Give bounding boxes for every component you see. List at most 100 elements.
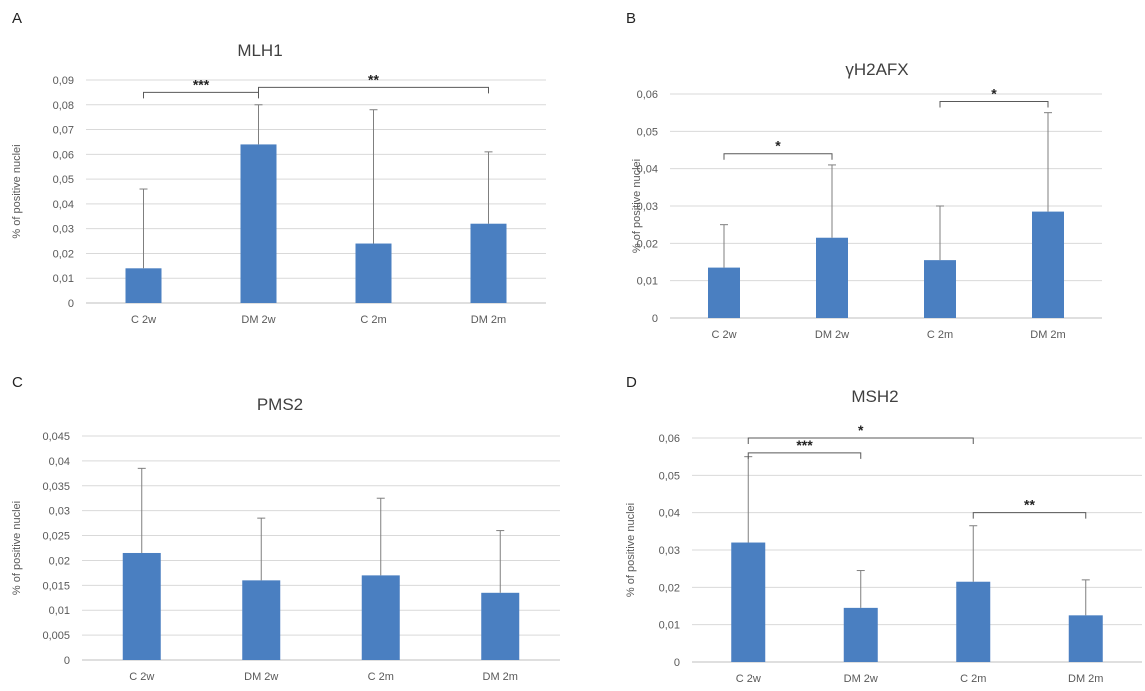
- panel-label-a: A: [12, 10, 23, 27]
- significance-bracket: [939, 100, 1049, 108]
- y-tick-label: 0,025: [42, 531, 70, 543]
- panel-d: D MSH2 % of positive nuclei 0 0,01 0,02 0,03 0…: [572, 360, 1145, 686]
- bar-dm-2w: [240, 144, 277, 303]
- y-tick-label: 0,06: [659, 433, 680, 445]
- y-tick-label: 0,04: [637, 164, 658, 176]
- y-tick-label: 0,04: [659, 508, 680, 520]
- x-tick-label: C 2m: [360, 314, 386, 326]
- y-tick-label: 0,04: [49, 456, 70, 468]
- y-tick-label: 0,01: [53, 273, 74, 285]
- y-axis-label: % of positive nuclei: [631, 159, 643, 253]
- significance-label: **: [1024, 497, 1035, 513]
- y-tick-label: 0,03: [53, 224, 74, 236]
- x-tick-label: C 2m: [368, 671, 394, 683]
- x-tick-label: C 2w: [736, 673, 761, 685]
- x-tick-label: C 2w: [711, 329, 736, 341]
- bar-dm-2m: [1068, 615, 1103, 662]
- chart-title: PMS2: [257, 395, 303, 414]
- y-tick-label: 0: [64, 655, 70, 667]
- y-tick-label: 0,02: [659, 582, 680, 594]
- y-tick-label: 0,015: [42, 580, 70, 592]
- y-tick-label: 0,06: [53, 149, 74, 161]
- y-tick-label: 0,04: [53, 199, 74, 211]
- chart-yh2afx: γH2AFX % of positive nuclei 0 0,01 0,02 0,03 0…: [631, 60, 1102, 341]
- bar-dm-2w: [816, 237, 848, 318]
- y-axis-label: % of positive nuclei: [11, 501, 23, 595]
- y-tick-label: 0,01: [637, 276, 658, 288]
- panel-label-d: D: [626, 374, 637, 391]
- significance-bracket: [143, 91, 259, 99]
- y-tick-label: 0: [68, 298, 74, 310]
- significance-bracket: [972, 512, 1087, 519]
- y-tick-label: 0,09: [53, 75, 74, 87]
- bar-c-2m: [956, 581, 991, 662]
- bar-dm-2m: [1032, 211, 1064, 318]
- bar-c-2w: [122, 552, 161, 660]
- panel-label-c: C: [12, 374, 23, 391]
- y-tick-label: 0,05: [53, 174, 74, 186]
- panel-label-b: B: [626, 10, 637, 27]
- y-axis-label: % of positive nuclei: [11, 144, 23, 238]
- y-tick-label: 0,03: [659, 545, 680, 557]
- chart-title: MLH1: [237, 41, 282, 60]
- significance-bracket: [747, 452, 862, 459]
- significance-label: *: [991, 85, 997, 101]
- y-tick-label: 0,03: [637, 201, 658, 213]
- bar-dm-2m: [481, 592, 520, 660]
- y-tick-label: 0,02: [637, 238, 658, 250]
- y-tick-label: 0,01: [659, 620, 680, 632]
- significance-label: *: [775, 138, 781, 154]
- y-tick-label: 0,05: [659, 470, 680, 482]
- x-tick-label: C 2w: [131, 314, 156, 326]
- significance-label: ***: [796, 437, 813, 453]
- chart-mlh1: MLH1 % of positive nuclei 0 0,01 0,02 0,03 0,0…: [11, 41, 546, 326]
- x-tick-label: DM 2m: [1030, 329, 1065, 341]
- bar-dm-2w: [843, 607, 878, 662]
- bar-c-2w: [125, 268, 162, 303]
- x-tick-label: C 2m: [960, 673, 986, 685]
- y-tick-label: 0,035: [42, 481, 70, 493]
- y-tick-label: 0: [674, 657, 680, 669]
- significance-label: **: [368, 71, 379, 87]
- significance-bracket: [723, 153, 833, 160]
- x-tick-label: DM 2w: [244, 671, 278, 683]
- x-tick-label: DM 2w: [241, 314, 275, 326]
- panel-b: B γH2AFX % of positive nuclei 0 0,01 0,02 0,0…: [572, 0, 1145, 360]
- chart-msh2: MSH2 % of positive nuclei 0 0,01 0,02 0,03 0,0…: [625, 387, 1142, 685]
- y-tick-label: 0,005: [42, 630, 70, 642]
- significance-bracket: [258, 86, 489, 94]
- chart-title: MSH2: [851, 387, 898, 406]
- x-tick-label: DM 2m: [483, 671, 518, 683]
- bar-c-2m: [361, 575, 400, 660]
- y-tick-label: 0,07: [53, 125, 74, 137]
- y-tick-label: 0,06: [637, 89, 658, 101]
- y-tick-label: 0,03: [49, 506, 70, 518]
- chart-pms2: PMS2 % of positive nuclei 0 0,005 0,01 0,015 0…: [11, 395, 560, 683]
- x-tick-label: DM 2w: [815, 329, 849, 341]
- y-tick-label: 0,05: [637, 126, 658, 138]
- x-tick-label: DM 2m: [1068, 673, 1103, 685]
- bar-c-2m: [355, 243, 392, 303]
- chart-title: γH2AFX: [845, 60, 908, 79]
- bar-c-2w: [708, 267, 740, 318]
- bar-c-2m: [924, 260, 956, 318]
- y-tick-label: 0,045: [42, 431, 70, 443]
- significance-label: ***: [193, 76, 210, 92]
- y-tick-label: 0,02: [49, 555, 70, 567]
- x-tick-label: C 2m: [927, 329, 953, 341]
- bar-c-2w: [731, 542, 766, 662]
- y-tick-label: 0,08: [53, 100, 74, 112]
- panel-c: C PMS2 % of positive nuclei 0 0,005 0,01 0,01…: [0, 360, 572, 686]
- x-tick-label: DM 2w: [844, 673, 878, 685]
- y-tick-label: 0,01: [49, 605, 70, 617]
- significance-bracket: [747, 437, 974, 444]
- significance-label: *: [858, 422, 864, 438]
- y-tick-label: 0: [652, 313, 658, 325]
- panel-a: A MLH1 % of positive nuclei 0 0,01 0,02 0,03 0…: [0, 0, 572, 340]
- x-tick-label: DM 2m: [471, 314, 506, 326]
- x-tick-label: C 2w: [129, 671, 154, 683]
- y-axis-label: % of positive nuclei: [625, 503, 637, 597]
- bar-dm-2m: [470, 223, 507, 303]
- bar-dm-2w: [242, 580, 281, 660]
- y-tick-label: 0,02: [53, 248, 74, 260]
